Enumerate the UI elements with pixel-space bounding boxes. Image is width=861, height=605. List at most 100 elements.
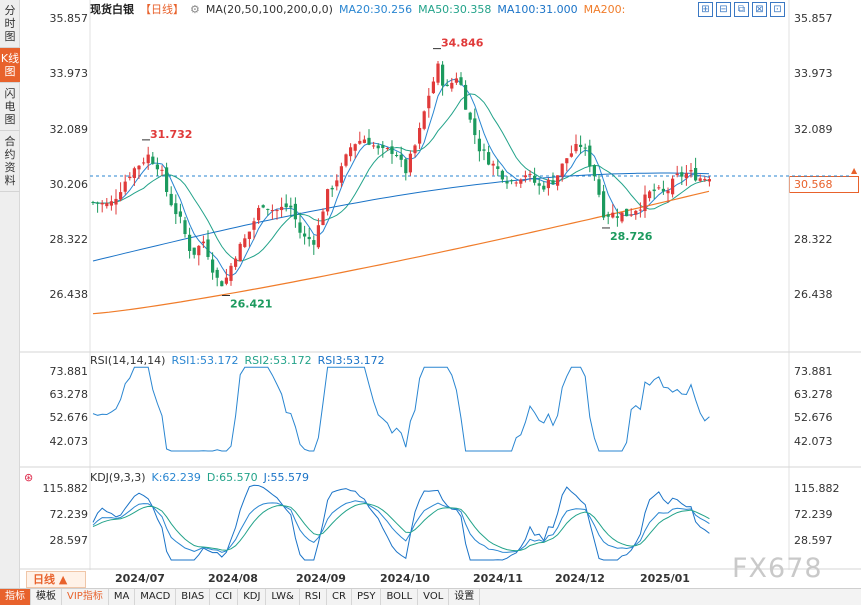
period-label: 【日线】 — [140, 3, 184, 16]
kdj-axis-left-label: 28.597 — [49, 534, 89, 547]
candle-body — [376, 145, 380, 149]
price-axis-right-label: 33.973 — [794, 67, 833, 80]
price-axis-left-label: 30.206 — [49, 178, 89, 191]
tab-bias[interactable]: BIAS — [176, 589, 211, 605]
candle-body — [353, 144, 357, 151]
side-tab-kline[interactable]: K线图 — [0, 48, 20, 83]
tab-templates[interactable]: 模板 — [31, 589, 62, 605]
candle-body — [399, 154, 403, 160]
candle-body — [211, 259, 215, 273]
ma200-value: MA200: — [583, 3, 626, 16]
candle-body — [307, 236, 311, 240]
candle-body — [487, 152, 491, 165]
settings-gear-icon[interactable]: ⚙ — [190, 3, 200, 16]
side-tab-flash[interactable]: 闪电图 — [0, 83, 20, 131]
layout-icon[interactable]: ⧉ — [734, 2, 749, 17]
side-tab-timeshare[interactable]: 分时图 — [0, 0, 20, 48]
candle-body — [666, 190, 670, 194]
candle-body — [648, 191, 652, 199]
candle-body — [422, 111, 426, 129]
candle-body — [215, 269, 219, 278]
price-axis-left-label: 28.322 — [49, 233, 89, 246]
candle-body — [238, 243, 242, 262]
candle-body — [344, 154, 348, 166]
candle-body — [312, 240, 316, 245]
rsi-header: RSI(14,14,14) RSI1:53.172 RSI2:53.172 RSI3:… — [90, 354, 391, 368]
candle-body — [427, 95, 431, 109]
rsi-axis-left-label: 42.073 — [49, 435, 89, 448]
tab-vip-indicators[interactable]: VIP指标 — [62, 589, 109, 605]
tab-rsi[interactable]: RSI — [300, 589, 328, 605]
kdj-j-value: J:55.579 — [263, 471, 310, 484]
candle-body — [165, 167, 169, 192]
tab-cr[interactable]: CR — [327, 589, 352, 605]
price-axis-left-label: 26.438 — [49, 288, 89, 301]
rsi-axis-left-label: 63.278 — [49, 388, 89, 401]
kdj-d-line — [92, 502, 710, 552]
candle-body — [183, 220, 187, 235]
annotation-high-2: 34.846 — [441, 37, 484, 50]
zoom-in-icon[interactable]: ⊞ — [698, 2, 713, 17]
rsi3-value: RSI3:53.172 — [317, 354, 385, 367]
kdj-d-value: D:65.570 — [206, 471, 258, 484]
candle-body — [560, 163, 564, 177]
candle-body — [689, 170, 693, 172]
tab-psy[interactable]: PSY — [352, 589, 382, 605]
candle-body — [197, 245, 201, 256]
candle-body — [109, 201, 113, 206]
candle-body — [275, 210, 279, 212]
candle-body — [330, 187, 334, 190]
date-label: 2024/10 — [380, 572, 430, 585]
candle-body — [441, 64, 445, 86]
candle-body — [505, 181, 509, 184]
candle-body — [413, 145, 417, 154]
zoom-out-icon[interactable]: ⊟ — [716, 2, 731, 17]
ma20-value: MA20:30.256 — [338, 3, 413, 16]
candle-body — [680, 172, 684, 177]
tab-boll[interactable]: BOLL — [381, 589, 419, 605]
rsi-axis-left-label: 73.881 — [49, 365, 89, 378]
tab-lw[interactable]: LW& — [266, 589, 300, 605]
tab-settings[interactable]: 设置 — [449, 589, 481, 605]
tab-kdj[interactable]: KDJ — [238, 589, 267, 605]
period-selector[interactable]: 日线 ▲ — [26, 571, 86, 588]
candle-body — [321, 211, 325, 226]
watermark-logo: FX678 — [732, 553, 823, 584]
candle-body — [528, 173, 532, 175]
tab-macd[interactable]: MACD — [135, 589, 177, 605]
candle-body — [390, 146, 394, 154]
candle-body — [671, 178, 675, 195]
candle-body — [284, 203, 288, 208]
candle-body — [339, 166, 343, 183]
rsi-axis-right-label: 63.278 — [794, 388, 833, 401]
candle-body — [385, 147, 389, 149]
annotation-low-2: 28.726 — [610, 230, 653, 243]
candle-body — [657, 187, 661, 189]
candle-body — [206, 239, 210, 257]
tab-indicators[interactable]: 指标 — [0, 589, 31, 605]
rsi-axis-right-label: 52.676 — [794, 411, 833, 424]
candle-body — [316, 225, 320, 248]
candle-body — [132, 168, 136, 178]
candle-body — [698, 178, 702, 181]
current-price-tag: 30.568 — [789, 176, 859, 193]
price-axis-right-label: 32.089 — [794, 123, 833, 136]
candle-body — [556, 175, 560, 186]
candle-body — [675, 173, 679, 176]
fullscreen-icon[interactable]: ⊡ — [770, 2, 785, 17]
tab-cci[interactable]: CCI — [210, 589, 239, 605]
side-tab-contract-info[interactable]: 合约资料 — [0, 131, 20, 192]
rsi-line — [92, 366, 710, 452]
candle-body — [142, 162, 146, 164]
date-label: 2024/07 — [115, 572, 165, 585]
chart-toolbar: ⊞ ⊟ ⧉ ⊠ ⊡ — [698, 2, 785, 17]
reset-icon[interactable]: ⊠ — [752, 2, 767, 17]
tab-vol[interactable]: VOL — [418, 589, 450, 605]
candle-body — [597, 179, 601, 195]
tab-ma[interactable]: MA — [109, 589, 136, 605]
candle-body — [477, 138, 481, 152]
indicator-crosshair-icon[interactable]: ⊛ — [24, 471, 34, 484]
candle-body — [620, 212, 624, 222]
candle-body — [349, 147, 353, 157]
